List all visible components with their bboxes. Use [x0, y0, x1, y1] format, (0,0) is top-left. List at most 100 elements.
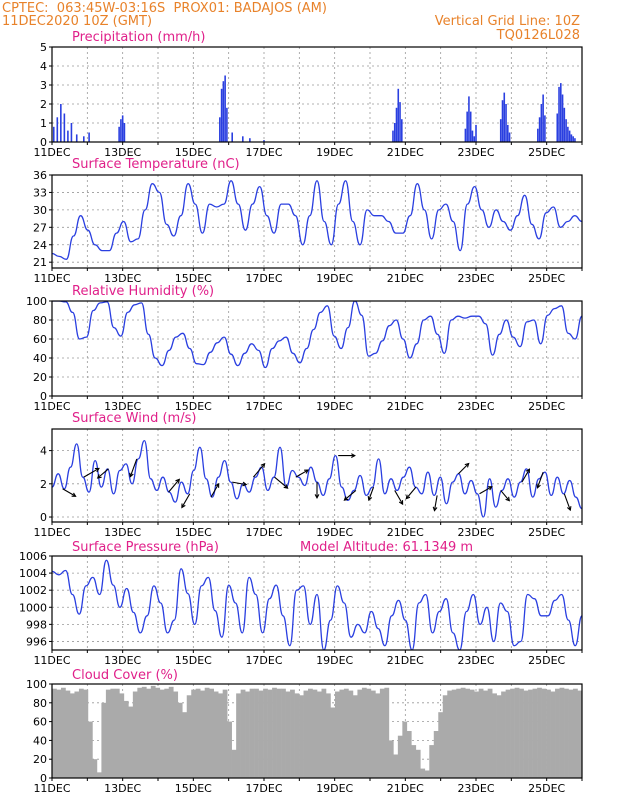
pres-x-tick-label: 11DEC — [33, 654, 70, 667]
cloud-bar — [263, 688, 268, 778]
cloud-bar — [294, 693, 300, 778]
pres-x-tick-label: 15DEC — [175, 654, 212, 667]
panel-precip — [49, 46, 583, 145]
cloud-bar — [469, 689, 475, 778]
precip-bar — [556, 113, 559, 142]
precip-x-tick-label: 15DEC — [175, 146, 212, 159]
pres-x-tick-label: 25DEC — [528, 654, 565, 667]
wind-arrow-head — [129, 472, 134, 478]
cloud-bar — [339, 689, 345, 778]
temp-x-tick-label: 17DEC — [245, 272, 282, 285]
cloud-bar — [200, 690, 206, 778]
wind-arrow-head — [566, 506, 572, 512]
precip-bar — [231, 132, 233, 142]
cloud-bar — [573, 688, 578, 778]
cloud-bar — [290, 689, 295, 778]
precip-y-tick-label: 5 — [40, 41, 47, 54]
precip-bar — [52, 126, 55, 142]
precip-bar — [121, 115, 124, 142]
wind-arrow-head — [464, 462, 470, 468]
cloud-bar — [366, 688, 372, 778]
precip-x-tick-label: 13DEC — [104, 146, 141, 159]
rh-x-tick-label: 15DEC — [175, 400, 212, 413]
cloud-bar — [195, 688, 201, 778]
cloud-bar — [546, 689, 551, 778]
cloud-bar — [87, 721, 93, 778]
cloud-x-tick-label: 19DEC — [316, 782, 353, 795]
cloud-bar — [393, 754, 399, 778]
cloud-bar — [492, 693, 497, 778]
cloud-bar — [74, 691, 80, 778]
wind-arrow-head — [367, 496, 373, 502]
precip-x-tick-label: 19DEC — [316, 146, 353, 159]
pres-y-tick-label: 1006 — [19, 550, 47, 563]
cloud-bar — [231, 749, 237, 778]
temp-y-tick-label: 24 — [33, 239, 47, 252]
cloud-bar — [209, 688, 214, 778]
precip-bar — [503, 92, 506, 142]
cloud-bar — [514, 687, 520, 778]
cloud-y-tick-label: 80 — [33, 697, 47, 710]
cloud-y-tick-label: 60 — [33, 716, 47, 729]
cloud-bar — [164, 688, 170, 778]
cloud-bar — [105, 689, 111, 778]
wind-y-tick-label: 4 — [40, 445, 47, 458]
cloud-bar — [240, 689, 246, 778]
precip-y-tick-label: 3 — [40, 79, 47, 92]
cloud-bar — [299, 695, 304, 778]
rh-y-tick-label: 0 — [40, 390, 47, 403]
rh-title: Relative Humidity (%) — [72, 284, 214, 299]
cloud-y-tick-label: 20 — [33, 753, 47, 766]
header-left-line2: 11DEC2020 10Z (GMT) — [2, 14, 153, 29]
cloud-bar — [285, 691, 291, 778]
wind-x-tick-label: 23DEC — [457, 526, 494, 539]
cloud-bar — [505, 689, 511, 778]
precip-bar — [567, 126, 569, 142]
precip-x-tick-label: 23DEC — [457, 146, 494, 159]
cloud-bar — [433, 731, 439, 778]
cloud-bar — [487, 688, 493, 778]
wind-arrow-head — [405, 494, 411, 500]
pres-y-tick-label: 1000 — [19, 601, 47, 614]
cloud-bar — [577, 690, 583, 778]
wind-arrow — [368, 486, 375, 501]
cloud-bar — [402, 721, 408, 778]
precip-bar — [395, 107, 398, 142]
rh-x-tick-label: 25DEC — [528, 400, 565, 413]
wind-x-tick-label: 13DEC — [104, 526, 141, 539]
wind-x-tick-label: 19DEC — [316, 526, 353, 539]
wind-arrow — [295, 469, 309, 478]
panel-wind — [49, 428, 583, 525]
wind-arrow — [479, 486, 493, 495]
cloud-x-tick-label: 23DEC — [457, 782, 494, 795]
precip-y-tick-label: 0 — [40, 136, 47, 149]
cloud-bar — [474, 691, 479, 778]
cloud-x-tick-label: 11DEC — [33, 782, 70, 795]
cloud-bar — [357, 689, 363, 778]
temp-y-tick-label: 33 — [33, 186, 47, 199]
cloud-bar — [110, 688, 116, 778]
cloud-bar — [379, 688, 385, 778]
cloud-bar — [330, 707, 336, 778]
precip-bar — [558, 86, 560, 142]
wind-arrow-head — [351, 453, 356, 458]
cloud-bar — [523, 690, 529, 778]
precip-bar — [561, 94, 564, 142]
cloud-bar — [325, 693, 331, 778]
cloud-bar — [281, 688, 286, 778]
pres-title: Surface Pressure (hPa) — [72, 540, 219, 555]
temp-x-tick-label: 23DEC — [457, 272, 494, 285]
cloud-bar — [397, 735, 403, 778]
cloud-bar — [564, 688, 569, 778]
wind-arrow-head — [536, 483, 541, 489]
cloud-bar — [321, 688, 327, 778]
cloud-bar — [173, 691, 179, 778]
precip-bar — [56, 117, 59, 142]
cloud-bar — [568, 689, 574, 778]
cloud-bar — [559, 687, 565, 778]
cloud-bar — [317, 691, 322, 778]
wind-x-tick-label: 21DEC — [387, 526, 424, 539]
wind-arrow-head — [96, 474, 102, 479]
cloud-bar — [532, 688, 538, 778]
cloud-bar — [415, 749, 421, 778]
